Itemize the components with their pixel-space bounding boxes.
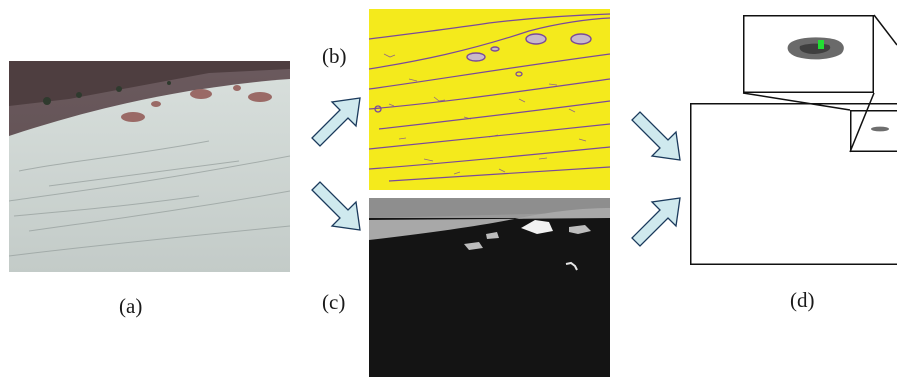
edge-map-image [369, 9, 610, 190]
segmentation-image [369, 198, 610, 377]
label-d: (d) [790, 288, 815, 312]
zoom-connector-lines [742, 14, 897, 153]
arrow-a-to-c-icon [311, 181, 361, 231]
label-c: (c) [322, 290, 346, 314]
arrow-c-to-d-icon [631, 197, 681, 247]
arrow-b-to-d-icon [631, 111, 681, 161]
label-b: (b) [322, 44, 347, 68]
label-a: (a) [119, 294, 143, 318]
detection-marker [818, 40, 824, 49]
original-scene-image [9, 61, 290, 272]
arrow-a-to-b-icon [311, 97, 361, 147]
magnified-inset [743, 15, 874, 93]
